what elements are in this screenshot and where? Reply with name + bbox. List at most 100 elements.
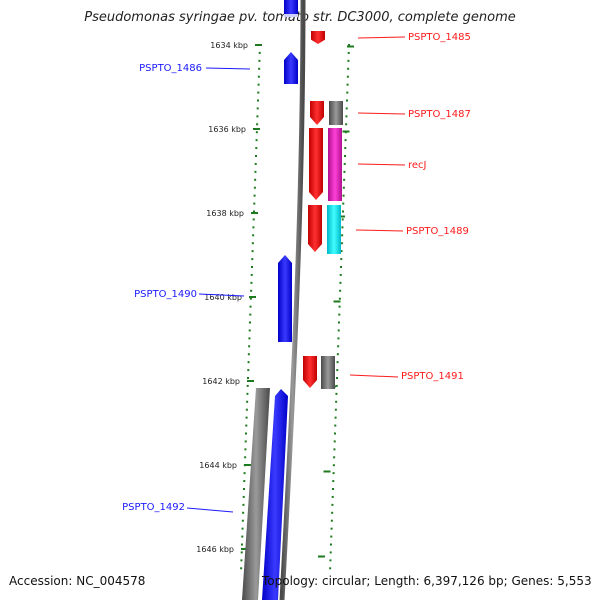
track-dot [340, 250, 343, 253]
track-dot [338, 297, 341, 300]
track-dot [336, 377, 338, 379]
track-dot [329, 567, 332, 570]
track-dot [257, 91, 260, 94]
gene-label-recJ[interactable]: recJ [408, 160, 427, 171]
gene-PSPTO_1491-gray[interactable] [321, 356, 335, 389]
backbone-track [279, 0, 306, 600]
track-dot [249, 305, 252, 308]
gene-label-PSPTO_1486[interactable]: PSPTO_1486 [139, 63, 202, 74]
gene-label-PSPTO_1490[interactable]: PSPTO_1490 [134, 289, 197, 300]
gene-PSPTO_1492[interactable] [262, 389, 288, 600]
track-dot [330, 543, 332, 546]
track-dot [245, 408, 248, 411]
track-dot [257, 83, 260, 86]
track-dot [252, 218, 255, 221]
track-dot [342, 186, 345, 189]
major-tick [318, 555, 325, 558]
track-dot [257, 75, 260, 78]
track-dot [335, 384, 338, 387]
label-leader-line [357, 163, 406, 166]
track-dot [247, 361, 250, 364]
major-tick [323, 470, 331, 473]
gene-label-PSPTO_1491[interactable]: PSPTO_1491 [401, 371, 464, 382]
track-dot [334, 424, 337, 427]
gene-label-PSPTO_1489[interactable]: PSPTO_1489 [406, 226, 469, 237]
track-dot [340, 242, 343, 245]
label-leader-line [357, 112, 406, 115]
track-dot [347, 67, 350, 70]
track-dot [251, 258, 254, 261]
gene-recJ-magenta[interactable] [328, 128, 342, 201]
gene-label-PSPTO_1492[interactable]: PSPTO_1492 [122, 502, 185, 513]
track-dot [331, 503, 334, 506]
label-leader-line [198, 293, 245, 297]
track-dot [334, 408, 337, 411]
tick-label: 1634 kbp [210, 41, 248, 50]
track-dot [251, 242, 254, 245]
track-dot [346, 99, 348, 102]
track-dot [241, 527, 244, 530]
track-dot [253, 202, 256, 205]
track-dot [333, 448, 336, 451]
track-dot [246, 392, 249, 395]
tick-label: 1638 kbp [206, 209, 244, 218]
label-leader-line [349, 374, 399, 378]
major-tick [342, 130, 350, 133]
track-dot [258, 59, 261, 62]
gene-PSPTO_1487[interactable] [310, 101, 324, 125]
track-dot [339, 281, 342, 284]
track-dot [248, 345, 251, 348]
track-dot [245, 416, 248, 419]
track-dot [344, 139, 347, 142]
gene-PSPTO_1487-gray[interactable] [329, 101, 343, 125]
gene-PSPTO_1486[interactable] [284, 52, 298, 84]
accession-text: Accession: NC_004578 [9, 574, 146, 588]
tick-label: 1640 kbp [204, 293, 242, 302]
track-dot [330, 535, 333, 538]
gene-label-PSPTO_1485[interactable]: PSPTO_1485 [408, 32, 471, 43]
label-leader-line [205, 67, 251, 70]
track-dot [244, 456, 247, 459]
gene-PSPTO_1485[interactable] [311, 31, 325, 44]
major-tick [338, 215, 345, 218]
track-dot [342, 194, 345, 197]
major-tick [241, 548, 248, 550]
major-tick [255, 44, 262, 46]
tick-labels: 1634 kbp 1636 kbp 1638 kbp 1640 kbp 1642 kbp… [196, 41, 248, 554]
track-dot [242, 495, 245, 498]
track-dot [253, 194, 256, 197]
track-dot [336, 353, 339, 356]
gene-PSPTO_1489[interactable] [308, 205, 322, 252]
gene-PSPTO_1491[interactable] [303, 356, 317, 388]
track-dot [346, 75, 349, 78]
track-dot [335, 392, 338, 395]
track-dot [329, 551, 332, 554]
track-dot [341, 226, 344, 229]
gene-PSPTO_1490[interactable] [278, 255, 292, 342]
track-dot [240, 551, 243, 554]
gene-feature-gray[interactable] [242, 388, 270, 600]
track-dot [248, 337, 251, 340]
label-leader-line [186, 507, 234, 513]
track-dot [242, 511, 245, 514]
track-dot [340, 258, 343, 261]
track-dot [332, 464, 335, 467]
track-dot [334, 432, 336, 435]
track-dot [345, 107, 348, 110]
major-tick [249, 296, 256, 298]
major-tick [333, 300, 341, 303]
gene-feature-shadow [284, 14, 298, 17]
track-dot [347, 51, 350, 54]
gene-recJ[interactable] [309, 128, 323, 200]
track-dot [245, 424, 248, 427]
major-tick [251, 212, 258, 214]
gene-PSPTO_1489-cyan[interactable] [327, 205, 341, 254]
track-dot [254, 170, 257, 173]
track-dot [253, 210, 255, 213]
track-dot [330, 519, 333, 522]
map-title: Pseudomonas syringae pv. tomato str. DC3… [84, 10, 516, 25]
gene-feature-forward[interactable] [284, 0, 298, 14]
gene-label-PSPTO_1487[interactable]: PSPTO_1487 [408, 109, 471, 120]
tick-label: 1636 kbp [208, 125, 246, 134]
